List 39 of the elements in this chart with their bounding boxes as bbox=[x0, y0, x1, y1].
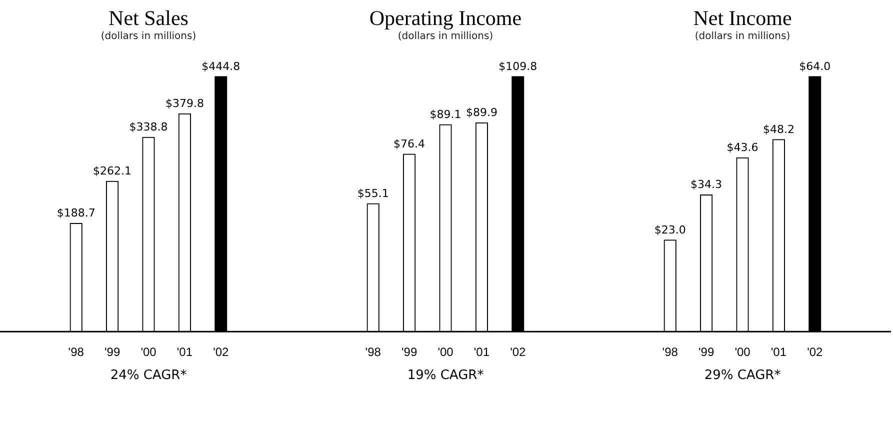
x-tick-label: '02 bbox=[807, 345, 824, 360]
data-label: $48.2 bbox=[762, 122, 794, 136]
chart-subtitle: (dollars in millions) bbox=[100, 30, 198, 44]
data-label: $444.8 bbox=[202, 60, 240, 73]
text: 24% CAGR* bbox=[109, 368, 188, 383]
text: 29% CAGR* bbox=[703, 368, 782, 383]
chart-title: Operating Income bbox=[368, 6, 523, 30]
data-label: $188.7 bbox=[56, 206, 96, 220]
x-tick-label: '02 bbox=[213, 345, 230, 360]
data-label: $43.6 bbox=[726, 141, 758, 154]
data-label: $109.8 bbox=[498, 60, 538, 73]
x-tick-label: '98 bbox=[68, 345, 84, 360]
chart-title: Net Income bbox=[692, 6, 793, 30]
data-label: $23.0 bbox=[654, 223, 686, 236]
x-tick-label: '00 bbox=[140, 345, 157, 360]
data-label: $338.8 bbox=[129, 120, 168, 134]
data-label: $379.8 bbox=[165, 97, 204, 110]
x-tick-label: '99 bbox=[401, 345, 418, 360]
text: 19% CAGR* bbox=[406, 368, 485, 383]
chart-subtitle: (dollars in millions) bbox=[694, 30, 792, 44]
x-tick-label: '99 bbox=[698, 345, 714, 360]
data-label: $55.1 bbox=[357, 186, 389, 200]
x-tick-label: '99 bbox=[104, 345, 120, 360]
x-tick-label: '01 bbox=[176, 345, 193, 360]
x-tick-label: '98 bbox=[662, 345, 678, 360]
data-label: $89.1 bbox=[430, 108, 462, 121]
x-tick-label: '02 bbox=[510, 345, 526, 360]
x-tick-label: '01 bbox=[770, 345, 787, 360]
chart-title: Net Sales bbox=[108, 6, 190, 30]
data-label: $76.4 bbox=[394, 137, 426, 150]
x-tick-label: '00 bbox=[438, 345, 454, 360]
x-tick-label: '00 bbox=[734, 345, 751, 360]
chart-subtitle: (dollars in millions) bbox=[396, 30, 494, 44]
data-label: $262.1 bbox=[93, 164, 132, 178]
data-label: $89.9 bbox=[466, 106, 498, 120]
x-tick-label: '01 bbox=[474, 345, 490, 360]
x-tick-label: '98 bbox=[365, 345, 382, 360]
data-label: $34.3 bbox=[690, 178, 722, 192]
data-label: $64.0 bbox=[799, 60, 831, 73]
